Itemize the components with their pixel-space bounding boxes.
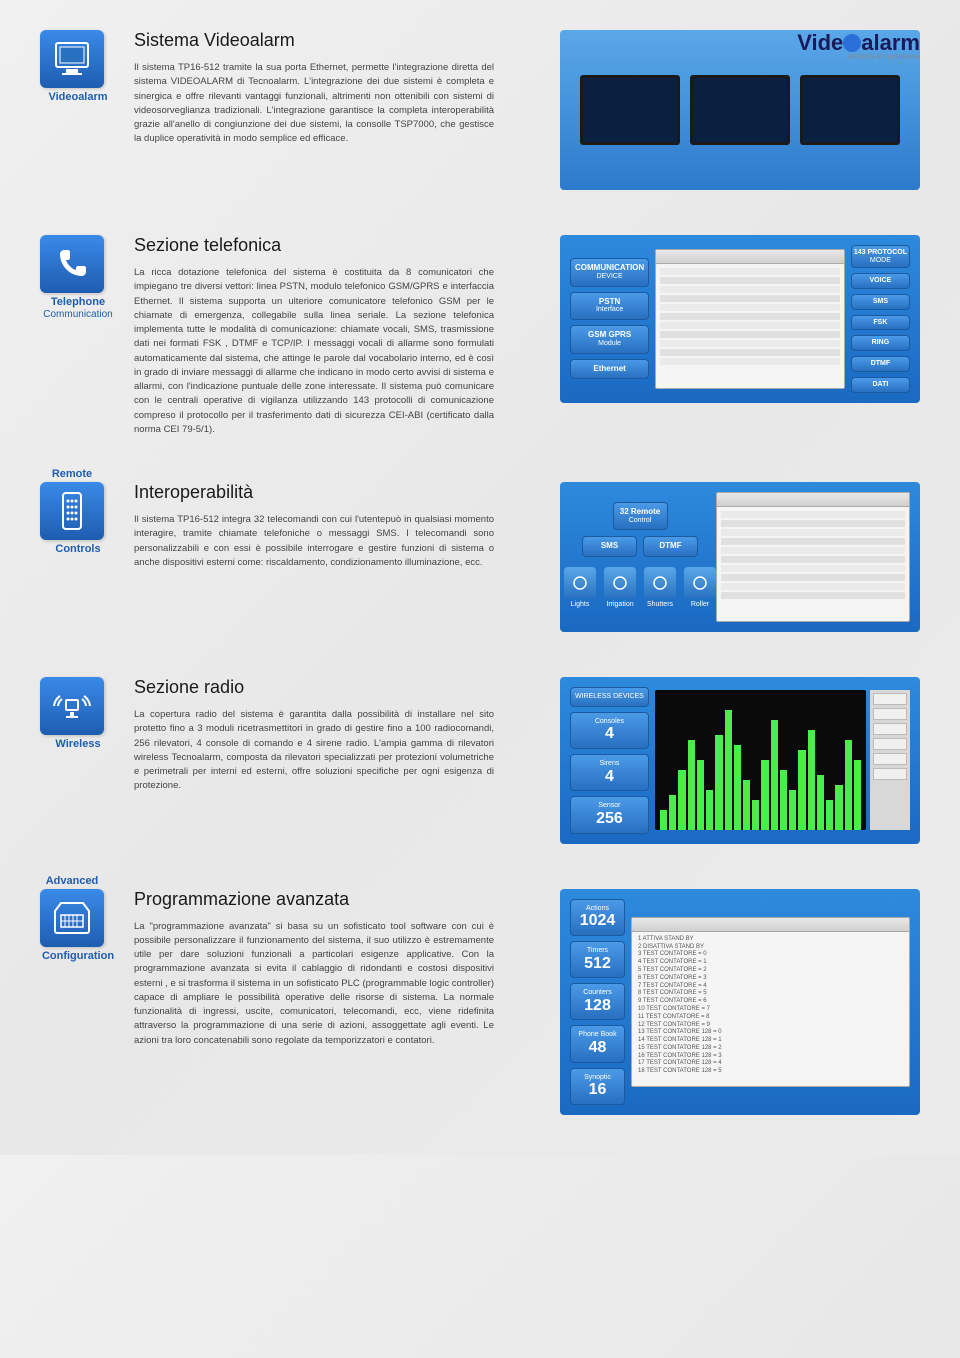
brand-logo: Videalarm DESIGN BY pininfarina [797,30,920,61]
wireless-icon [40,677,104,735]
spectrum-graph [655,690,866,830]
wireless-diagram: WIRELESS DEVICES Consoles4 Sirens4 Sensor25… [560,677,920,844]
section-remote: Remote Controls Interoperabilità Il sist… [40,482,920,632]
section-title: Sistema Videoalarm [134,30,542,51]
pill: GSM GPRSModule [570,325,649,353]
icon-label: Configuration [40,950,116,962]
section-body: La ricca dotazione telefonica del sistem… [134,266,494,437]
pill: Actions1024 [570,899,625,936]
pill: WIRELESS DEVICES [570,687,649,707]
section-advanced: Advanced Configuration Programmazione av… [40,889,920,1115]
pill: Synoptic16 [570,1068,625,1105]
config-icon: Advanced [40,889,104,947]
pill: COMMUNICATIONDEVICE [570,258,649,286]
section-title: Programmazione avanzata [134,889,542,910]
mock-window: 1 ATTIVA STAND BY2 DISATTIVA STAND BY3 T… [631,917,910,1087]
phone-icon [40,235,104,293]
section-title: Sezione telefonica [134,235,542,256]
pill: FSK [851,315,910,331]
section-videoalarm: Videoalarm Sistema Videoalarm Il sistema… [40,30,920,190]
icon-label: Telephone Communication [40,296,116,320]
pill: SMS [851,294,910,310]
interop-diagram: 32 Remote Control SMS DTMF LightsIrrigat… [560,482,920,632]
pill: DATI [851,377,910,393]
section-telephone: Telephone Communication Sezione telefoni… [40,235,920,437]
mock-window [716,492,910,622]
telephone-diagram: COMMUNICATIONDEVICE PSTNInterface GSM GPRS… [560,235,920,403]
device-icon [564,567,596,599]
pill: Sirens4 [570,754,649,791]
remote-icon: Remote [40,482,104,540]
pill: PSTNInterface [570,292,649,320]
section-title: Interoperabilità [134,482,542,503]
device-icon [644,567,676,599]
advanced-diagram: Actions1024 Timers512 Counters128 Phone Boo… [560,889,920,1115]
pill: DTMF [643,536,698,557]
section-body: Il sistema TP16-512 integra 32 telecoman… [134,513,494,570]
section-body: Il sistema TP16-512 tramite la sua porta… [134,61,494,147]
pill: RING [851,335,910,351]
mock-window [655,249,845,389]
pill: 32 Remote Control [613,502,668,530]
monitor-icon [40,30,104,88]
section-title: Sezione radio [134,677,542,698]
pill: 143 PROTOCOLMODE [851,245,910,268]
pill: Phone Book48 [570,1025,625,1062]
pill: DTMF [851,356,910,372]
pill: SMS [582,536,637,557]
section-body: La "programmazione avanzata" si basa su … [134,920,494,1048]
icon-label: Wireless [40,738,116,750]
pill: Ethernet [570,359,649,380]
device-icon [684,567,716,599]
section-wireless: Wireless Sezione radio La copertura radi… [40,677,920,844]
icon-label: Controls [40,543,116,555]
section-body: La copertura radio del sistema è garanti… [134,708,494,794]
pill: Counters128 [570,983,625,1020]
device-icon [604,567,636,599]
icon-label: Videoalarm [40,91,116,103]
pill: Sensor256 [570,796,649,833]
pill: Consoles4 [570,712,649,749]
pill: VOICE [851,273,910,289]
pill: Timers512 [570,941,625,978]
